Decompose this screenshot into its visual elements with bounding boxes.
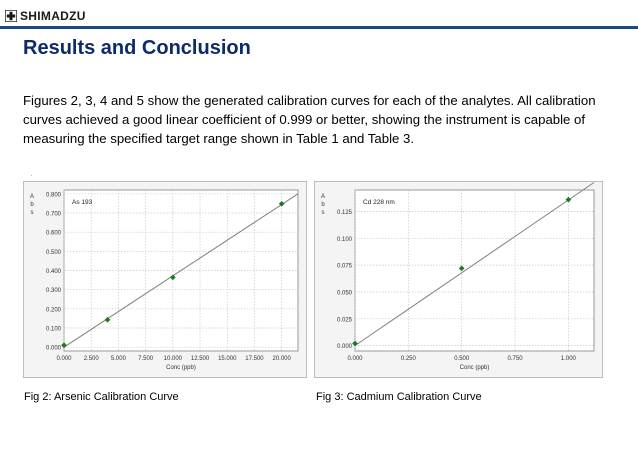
chart-annotation: As 193 [72, 199, 93, 206]
y-tick-label: 0.700 [46, 212, 62, 218]
y-axis-label-char: b [321, 202, 325, 208]
x-axis-label: Conc (ppb) [460, 365, 490, 371]
x-tick-label: 17.500 [245, 356, 264, 362]
x-tick-label: 0.250 [401, 356, 417, 362]
y-tick-label: 0.500 [46, 250, 62, 256]
plot-area [354, 189, 595, 352]
arsenic-calibration-chart: 0.000 0.100 0.200 0.300 0.400 0.500 0.600 0.700… [23, 181, 307, 378]
x-tick-label: 15.000 [218, 356, 237, 362]
fit-line [63, 193, 299, 348]
x-tick-label: 0.000 [56, 356, 72, 362]
y-axis-label-char: A [30, 194, 34, 200]
shimadzu-logo: SHIMADZU [5, 8, 86, 24]
y-tick-label: 0.075 [337, 264, 353, 270]
y-tick-label: 0.100 [46, 327, 62, 333]
x-tick-label: 1.000 [561, 356, 577, 362]
arsenic-chart-svg: 0.000 0.100 0.200 0.300 0.400 0.500 0.600 0.700… [30, 189, 299, 371]
x-axis-label: Conc (ppb) [166, 365, 196, 371]
y-axis-label-char: s [322, 210, 325, 216]
y-axis-label-char: s [31, 210, 34, 216]
x-tick-label: 0.000 [347, 356, 363, 362]
y-tick-label: 0.800 [46, 192, 62, 198]
y-tick-label: 0.025 [337, 317, 353, 323]
title-rule [0, 26, 638, 29]
y-axis-label-char: A [321, 194, 325, 200]
data-point [458, 265, 465, 272]
y-tick-label: 0.300 [46, 288, 62, 294]
data-point [104, 316, 111, 323]
y-axis-label-char: b [30, 202, 34, 208]
x-tick-label: 0.750 [508, 356, 524, 362]
y-tick-label: 0.100 [337, 237, 353, 243]
x-tick-label: 7.500 [138, 356, 154, 362]
bullet-dot: · [30, 171, 33, 180]
x-tick-label: 12.500 [191, 356, 210, 362]
logo-text: SHIMADZU [20, 9, 86, 23]
x-tick-label: 10.000 [164, 356, 183, 362]
chart-annotation: Cd 228 nm [363, 199, 395, 206]
x-tick-label: 0.500 [454, 356, 470, 362]
y-tick-label: 0.000 [337, 344, 353, 350]
x-tick-label: 20.000 [272, 356, 291, 362]
fig3-caption: Fig 3: Cadmium Calibration Curve [316, 391, 482, 403]
fit-line [354, 182, 595, 347]
fig2-caption: Fig 2: Arsenic Calibration Curve [24, 391, 179, 403]
cadmium-calibration-chart: 0.000 0.025 0.050 0.075 0.100 0.125 0.000 0.250… [314, 181, 603, 378]
page-title: Results and Conclusion [23, 37, 251, 59]
y-tick-label: 0.000 [46, 346, 62, 352]
y-tick-label: 0.400 [46, 269, 62, 275]
body-paragraph: Figures 2, 3, 4 and 5 show the generated… [23, 93, 596, 146]
cadmium-chart-svg: 0.000 0.025 0.050 0.075 0.100 0.125 0.000 0.250… [321, 182, 595, 371]
x-tick-label: 2.500 [84, 356, 100, 362]
x-tick-label: 5.000 [111, 356, 127, 362]
shimadzu-cross-logo-icon [5, 10, 17, 22]
y-tick-label: 0.125 [337, 210, 353, 216]
y-tick-label: 0.050 [337, 290, 353, 296]
y-tick-label: 0.600 [46, 231, 62, 237]
y-tick-label: 0.200 [46, 307, 62, 313]
